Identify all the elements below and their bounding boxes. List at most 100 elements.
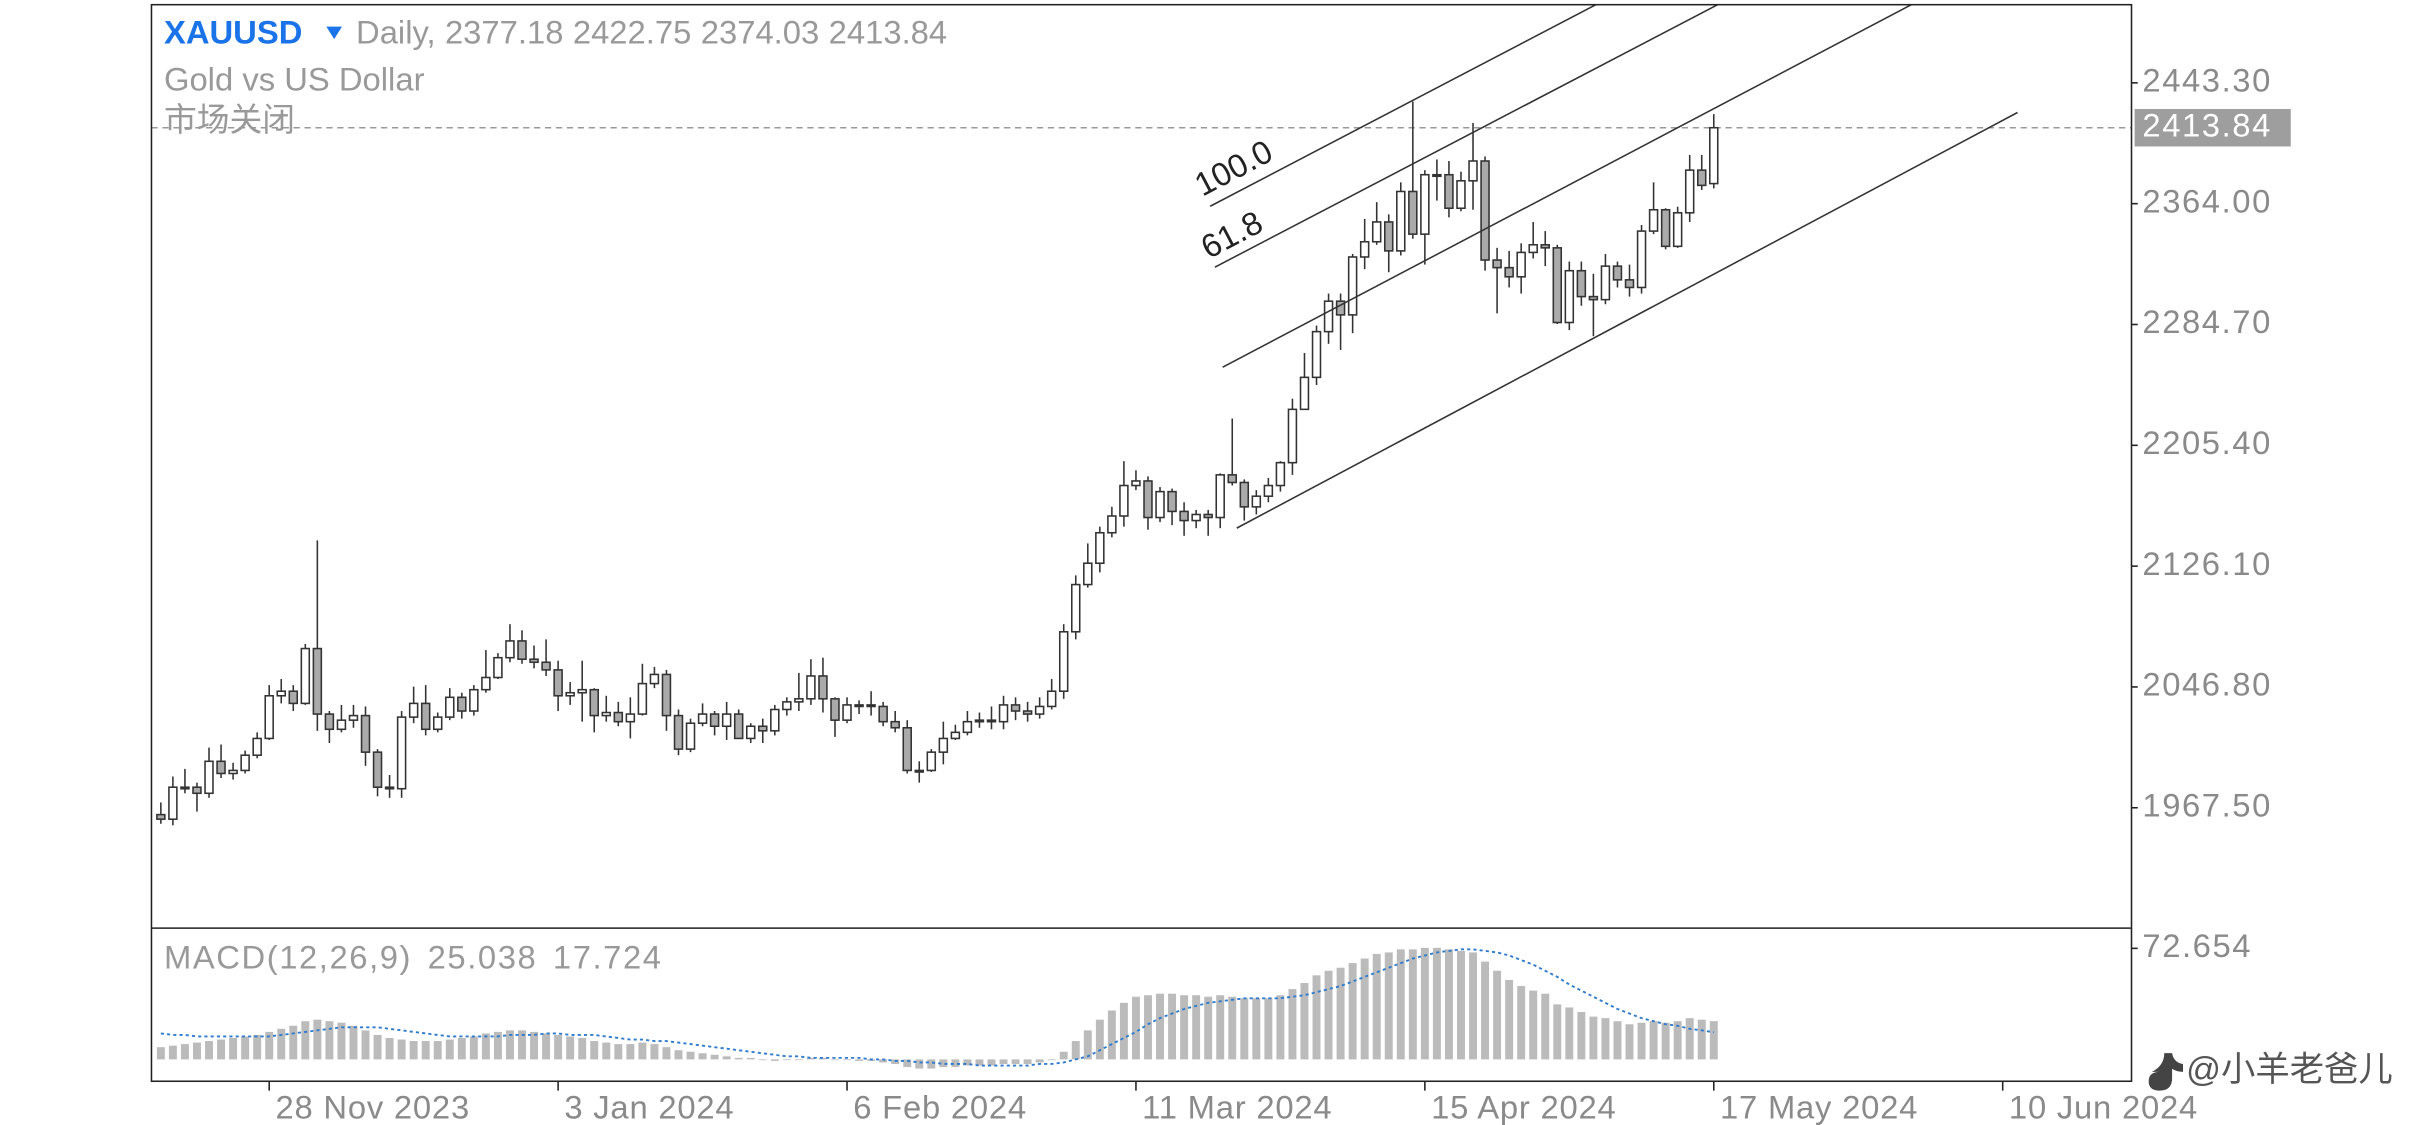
candle-body <box>914 769 925 773</box>
macd-bar <box>1216 995 1225 1060</box>
candle-body <box>1095 531 1105 565</box>
macd-bar <box>746 1057 755 1060</box>
macd-bar <box>1276 995 1285 1060</box>
candle-body <box>360 714 371 753</box>
macd-bar <box>277 1028 286 1060</box>
macd-bar <box>903 1059 912 1068</box>
candle-body <box>721 713 732 728</box>
current-price-badge <box>2134 108 2291 147</box>
candle-body <box>1058 631 1069 692</box>
macd-bar <box>1649 1021 1658 1060</box>
candle-body <box>1347 256 1358 316</box>
macd-bar <box>1011 1059 1020 1064</box>
candle-body <box>1251 495 1262 508</box>
y-tick-label: 2284.70 <box>2142 303 2271 340</box>
macd-bar <box>1469 952 1477 1060</box>
candle-body <box>673 714 684 750</box>
candle-body <box>854 704 864 708</box>
macd-bar <box>782 1059 791 1061</box>
macd-bar <box>193 1042 201 1060</box>
candle-body <box>577 688 587 694</box>
macd-bar <box>722 1056 731 1060</box>
candle-body <box>1540 244 1550 249</box>
macd-bar <box>409 1041 418 1060</box>
macd-bar <box>951 1059 960 1068</box>
macd-bar <box>530 1031 539 1060</box>
macd-bar <box>1312 975 1321 1060</box>
candle-body <box>685 722 696 750</box>
macd-bar <box>1204 996 1213 1060</box>
macd-bar <box>1240 998 1249 1060</box>
macd-bar <box>1095 1019 1104 1060</box>
macd-bar <box>313 1019 322 1060</box>
macd-bar <box>1709 1021 1718 1060</box>
candle-body <box>1010 704 1021 712</box>
macd-bar <box>1192 995 1201 1060</box>
macd-bar <box>156 1047 165 1060</box>
macd-bar <box>963 1059 972 1066</box>
macd-title: MACD(12,26,9) <box>164 939 412 976</box>
macd-bar <box>1348 963 1357 1060</box>
macd-bar <box>481 1033 490 1060</box>
candle-body <box>565 691 575 697</box>
candle-body <box>1227 474 1238 484</box>
candle-body <box>794 698 804 703</box>
candle-body <box>1119 484 1129 517</box>
macd-bar <box>1035 1059 1044 1063</box>
candle-body <box>1203 513 1213 519</box>
macd-bar <box>289 1025 298 1060</box>
macd-bar <box>1324 970 1333 1060</box>
symbol-dropdown-arrow[interactable] <box>326 26 342 40</box>
candle-body <box>180 786 190 790</box>
candle-body <box>613 711 624 723</box>
candle-body <box>276 690 286 697</box>
channel-line <box>1222 3 1912 368</box>
candle-body <box>1275 461 1286 487</box>
candle-body <box>697 713 708 724</box>
macd-bar <box>843 1059 852 1061</box>
candle-body <box>204 760 214 795</box>
candle-body <box>1636 230 1647 289</box>
channel-line <box>1236 111 2018 529</box>
candle-body <box>481 676 491 691</box>
macd-bar <box>999 1059 1008 1064</box>
macd-bar <box>373 1034 382 1060</box>
x-tick-label: 6 Feb 2024 <box>853 1089 1027 1125</box>
candle-body <box>1323 300 1334 333</box>
macd-bar <box>806 1057 815 1060</box>
candle-body <box>1215 474 1225 519</box>
candle-body <box>1022 710 1033 715</box>
macd-bar <box>493 1031 502 1060</box>
macd-value: 25.038 <box>428 939 538 976</box>
candle-body <box>264 694 274 740</box>
macd-bar <box>421 1041 430 1060</box>
macd-bar <box>385 1038 394 1060</box>
macd-bar <box>1300 982 1309 1060</box>
x-tick-label: 3 Jan 2024 <box>564 1089 734 1125</box>
candle-body <box>1684 169 1695 214</box>
candle-body <box>1432 173 1442 178</box>
y-tick-label: 2443.30 <box>2142 62 2271 99</box>
fib-channel <box>1209 3 2018 529</box>
macd-bar <box>205 1041 213 1060</box>
candle-body <box>348 714 359 721</box>
macd-bar <box>349 1025 358 1060</box>
y-tick-label: 2046.80 <box>2142 666 2271 703</box>
macd-bar <box>168 1045 177 1060</box>
candle-body <box>986 719 997 723</box>
candle-body <box>601 711 612 717</box>
macd-bar <box>975 1059 984 1066</box>
candle-body <box>469 688 479 712</box>
candle-body <box>216 760 226 775</box>
candle-body <box>625 713 636 723</box>
candle-body <box>1371 221 1382 243</box>
symbol[interactable]: XAUUSD <box>164 14 302 51</box>
y-tick-label: 2364.00 <box>2142 182 2271 219</box>
macd-bar <box>337 1022 346 1060</box>
candle-body <box>1359 240 1370 258</box>
candle-body <box>878 705 888 723</box>
candle-body <box>733 713 744 740</box>
market-status: 市场关闭 <box>164 101 295 138</box>
macd-bar <box>361 1030 370 1060</box>
candle-body <box>156 813 166 820</box>
